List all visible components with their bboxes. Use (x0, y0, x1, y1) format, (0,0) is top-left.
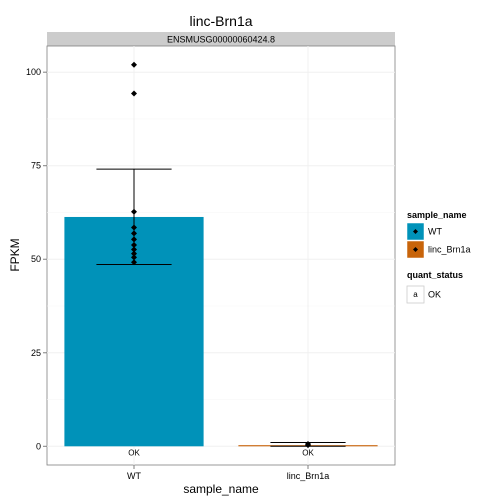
legend-point (413, 229, 418, 234)
legend-status-title: quant_status (407, 270, 463, 280)
data-point (131, 230, 137, 237)
status-labels: OK OK (128, 448, 314, 457)
legend-status-label: OK (428, 290, 441, 300)
x-tick-label: linc_Brn1a (287, 471, 330, 481)
status-label: OK (302, 448, 314, 457)
facet-strip (47, 32, 395, 46)
x-tick-label: WT (127, 471, 141, 481)
legend-label: linc_Brn1a (428, 245, 471, 255)
status-label: OK (128, 448, 140, 457)
data-point (131, 242, 137, 249)
facet-strip-label: ENSMUSG00000060424.8 (167, 35, 275, 45)
y-tick-label: 100 (26, 67, 41, 77)
legend-status-items: a OK (406, 285, 441, 304)
legend-fill-items: WT linc_Brn1a (406, 222, 471, 259)
data-points (131, 61, 311, 449)
data-point (131, 259, 137, 266)
data-point (131, 208, 137, 215)
chart-title: linc-Brn1a (189, 13, 252, 29)
data-point (131, 250, 137, 257)
y-axis: 0 25 50 75 100 (26, 67, 47, 451)
x-axis-title: sample_name (183, 482, 259, 496)
y-axis-title: FPKM (8, 238, 22, 271)
y-tick-label: 0 (36, 441, 41, 451)
y-tick-label: 75 (31, 161, 41, 171)
y-tick-label: 50 (31, 254, 41, 264)
legend-fill-title: sample_name (407, 210, 467, 220)
legend: sample_name WT linc_Brn1a quant_status a O… (406, 210, 471, 304)
data-point (131, 236, 137, 243)
data-point (131, 254, 137, 261)
data-point (131, 246, 137, 253)
y-tick-label: 25 (31, 348, 41, 358)
data-point (131, 90, 137, 97)
x-axis: WT linc_Brn1a (127, 465, 329, 481)
data-point (305, 441, 311, 448)
legend-point (413, 247, 418, 252)
data-point (131, 61, 137, 68)
data-point (131, 224, 137, 231)
legend-status-key (406, 285, 425, 304)
legend-label: WT (428, 227, 442, 237)
legend-status-glyph: a (413, 290, 418, 299)
